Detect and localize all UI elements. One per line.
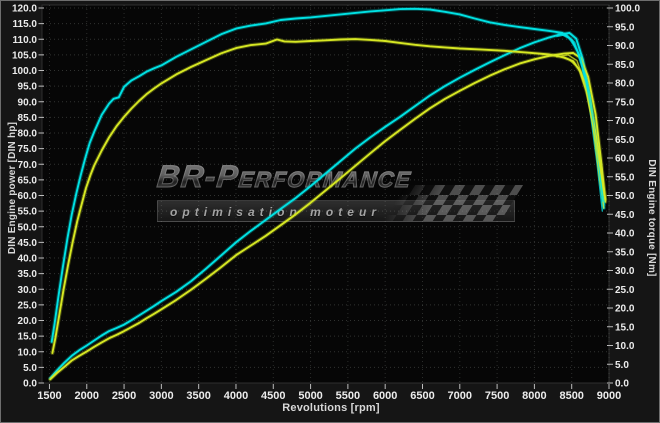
y-left-tick-label: 35.0 — [18, 269, 38, 280]
y-left-tick-label: 80.0 — [18, 129, 38, 140]
y-right-tick-label: 95.0 — [615, 22, 635, 33]
x-tick-label: 1500 — [37, 390, 61, 402]
x-tick-label: 5000 — [298, 390, 322, 402]
x-axis-title: Revolutions [rpm] — [282, 402, 380, 414]
y-right-tick-label: 30.0 — [615, 266, 635, 277]
x-tick-label: 9000 — [597, 390, 621, 402]
y-left-tick-label: 115.0 — [13, 19, 38, 30]
y-left-tick-label: 20.0 — [18, 316, 38, 327]
curve-power-run-b-fuzz — [48, 51, 608, 382]
y-right-tick-label: 60.0 — [615, 154, 635, 165]
y-left-tick-label: 65.0 — [18, 175, 38, 186]
y-left-tick-label: 100.0 — [12, 66, 37, 77]
y-left-tick-label: 25.0 — [18, 300, 38, 311]
y-right-tick-label: 15.0 — [615, 322, 635, 333]
y-left-tick-label: 50.0 — [18, 222, 38, 233]
y-right-tick-label: 45.0 — [615, 210, 635, 221]
y-left-tick-label: 55.0 — [18, 207, 38, 218]
y-right-tick-label: 5.0 — [615, 360, 629, 371]
y-left-tick-label: 5.0 — [23, 363, 37, 374]
y-axis-title-torque: DIN Engine torque [Nm] — [646, 159, 657, 277]
y-right-tick-label: 100.0 — [615, 4, 640, 15]
y-axis-title-power: DIN Engine power [DIN hp] — [7, 121, 18, 255]
y-left-tick-label: 15.0 — [18, 332, 38, 343]
x-tick-label: 3500 — [186, 390, 210, 402]
curve-torque-run-a — [50, 7, 605, 343]
y-left-tick-label: 60.0 — [18, 191, 38, 202]
y-left-tick-label: 85.0 — [18, 113, 38, 124]
curve-power-run-b2 — [556, 54, 605, 209]
y-right-tick-label: 20.0 — [615, 304, 635, 315]
x-tick-label: 7500 — [485, 390, 509, 402]
x-tick-label: 2000 — [75, 390, 99, 402]
curve-torque-run-b-fuzz — [50, 37, 608, 355]
y-left-tick-label: 120.0 — [12, 4, 37, 15]
curve-torque-run-b — [51, 38, 607, 354]
y-right-tick-label: 35.0 — [615, 247, 635, 258]
x-tick-label: 8500 — [559, 390, 583, 402]
y-left-tick-label: 70.0 — [18, 160, 38, 171]
y-left-tick-label: 75.0 — [18, 144, 38, 155]
y-right-tick-label: 40.0 — [615, 229, 635, 240]
y-left-tick-label: 10.0 — [18, 347, 38, 358]
y-left-tick-label: 95.0 — [18, 82, 38, 93]
y-right-tick-label: 70.0 — [615, 116, 635, 127]
y-right-tick-label: 80.0 — [615, 79, 635, 90]
x-tick-label: 8000 — [522, 390, 546, 402]
brand-watermark: BR-PERFORMANCE optimisation moteur — [155, 159, 524, 222]
y-right-tick-label: 10.0 — [615, 341, 635, 352]
y-right-tick-label: 25.0 — [615, 285, 635, 296]
x-tick-label: 5500 — [336, 390, 360, 402]
y-right-tick-label: 75.0 — [615, 97, 635, 108]
x-tick-label: 7000 — [448, 390, 472, 402]
x-tick-label: 4500 — [261, 390, 285, 402]
curve-torque-run-a-fuzz — [49, 6, 606, 344]
plot-frame — [41, 4, 610, 384]
y-left-tick-label: 0.0 — [23, 379, 37, 390]
y-left-tick-label: 105.0 — [12, 50, 37, 61]
x-tick-label: 4000 — [224, 390, 248, 402]
x-tick-label: 3000 — [149, 390, 173, 402]
curve-power-run-b — [49, 52, 607, 381]
x-tick-label: 2500 — [112, 390, 136, 402]
curve-torque-run-b2 — [556, 54, 605, 197]
y-right-tick-label: 50.0 — [615, 191, 635, 202]
curve-power-run-a — [49, 32, 605, 380]
x-tick-label: 6000 — [373, 390, 397, 402]
y-left-tick-label: 45.0 — [18, 238, 38, 249]
y-right-tick-label: 55.0 — [615, 172, 635, 183]
y-left-tick-label: 40.0 — [18, 254, 38, 265]
y-right-tick-label: 90.0 — [615, 41, 635, 52]
brand-tagline: optimisation moteur — [170, 205, 382, 219]
y-right-tick-label: 0.0 — [615, 379, 629, 390]
brand-tagline-bar: optimisation moteur — [157, 185, 524, 222]
y-right-tick-label: 85.0 — [615, 60, 635, 71]
y-left-tick-label: 90.0 — [18, 97, 38, 108]
y-right-tick-label: 65.0 — [615, 135, 635, 146]
y-left-tick-label: 110.0 — [13, 35, 38, 46]
plot-area — [42, 5, 609, 383]
x-tick-label: 6500 — [410, 390, 434, 402]
y-left-tick-label: 30.0 — [18, 285, 38, 296]
